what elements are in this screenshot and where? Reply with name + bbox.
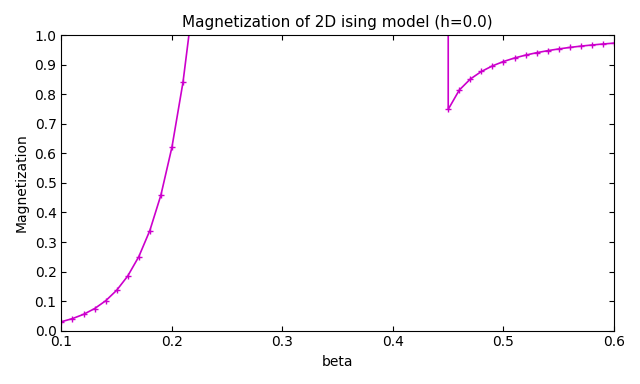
- Y-axis label: Magnetization: Magnetization: [15, 134, 29, 232]
- X-axis label: beta: beta: [322, 355, 353, 369]
- Title: Magnetization of 2D ising model (h=0.0): Magnetization of 2D ising model (h=0.0): [182, 15, 493, 30]
